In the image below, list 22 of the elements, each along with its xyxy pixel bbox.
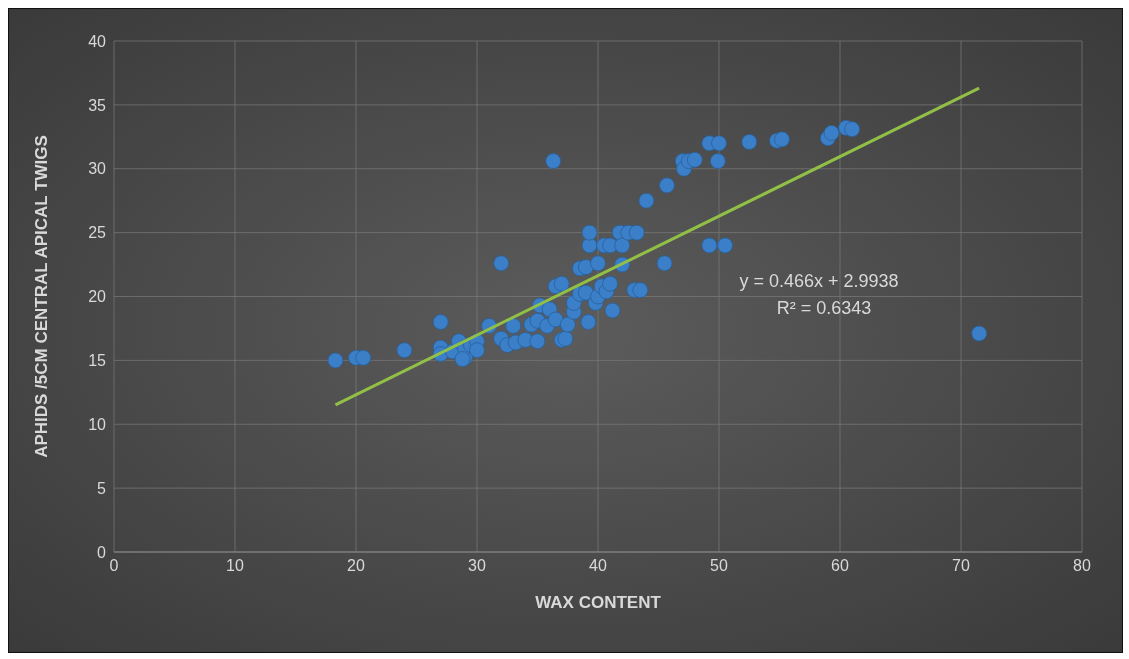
y-axis-title: APHIDS /5CM CENTRAL APICAL TWIGS bbox=[32, 135, 52, 458]
x-tick-label: 50 bbox=[710, 557, 728, 575]
x-tick-label: 80 bbox=[1073, 557, 1091, 575]
x-axis-title: WAX CONTENT bbox=[535, 593, 662, 612]
y-tick-label: 20 bbox=[88, 288, 107, 306]
x-tick-label: 70 bbox=[952, 557, 970, 575]
y-tick-label: 25 bbox=[88, 224, 107, 242]
y-tick-label: 5 bbox=[97, 479, 107, 497]
x-tick-label: 20 bbox=[347, 557, 365, 575]
y-tick-label: 40 bbox=[88, 32, 107, 50]
x-tick-label: 60 bbox=[831, 557, 849, 575]
y-tick-label: 35 bbox=[88, 96, 107, 114]
x-tick-label: 0 bbox=[109, 557, 119, 575]
annotation: y = 0.466x + 2.9938 bbox=[738, 271, 900, 292]
annotation: R² = 0.6343 bbox=[775, 298, 873, 319]
x-tick-label: 40 bbox=[589, 557, 607, 575]
y-tick-label: 10 bbox=[88, 415, 107, 433]
x-tick-label: 10 bbox=[226, 557, 244, 575]
x-tick-label: 30 bbox=[468, 557, 486, 575]
y-tick-label: 15 bbox=[88, 352, 107, 370]
y-tick-label: 30 bbox=[88, 160, 107, 178]
y-tick-label: 0 bbox=[97, 543, 107, 561]
